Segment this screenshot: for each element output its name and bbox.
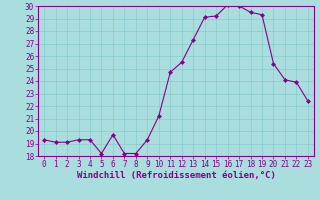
X-axis label: Windchill (Refroidissement éolien,°C): Windchill (Refroidissement éolien,°C)	[76, 171, 276, 180]
